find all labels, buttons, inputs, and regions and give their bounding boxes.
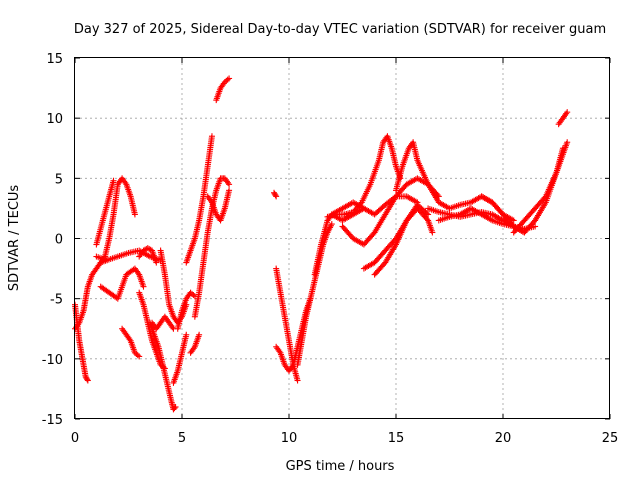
data-series (371, 201, 432, 278)
data-series (97, 265, 147, 302)
data-point (110, 177, 117, 184)
y-tick-label: 5 (55, 172, 63, 187)
data-series (271, 189, 280, 200)
data-series (136, 245, 160, 266)
data-point (172, 403, 179, 410)
data-series (93, 177, 117, 248)
data-point (429, 229, 436, 236)
x-tick-label: 15 (388, 431, 405, 446)
data-points (72, 75, 571, 413)
axis-ticks: 0 5 10 15 20 25 -15 -10 -5 0 5 10 15 (42, 52, 619, 446)
data-point (153, 259, 160, 266)
data-point (208, 133, 215, 140)
data-series (183, 133, 215, 266)
data-point (226, 181, 233, 188)
x-tick-label: 5 (178, 431, 186, 446)
data-series (510, 139, 571, 236)
data-point (226, 75, 233, 82)
x-tick-label: 20 (495, 431, 512, 446)
data-series (328, 193, 421, 218)
data-point (224, 76, 231, 83)
y-tick-label: -10 (42, 353, 63, 368)
y-axis-label: SDTVAR / TECUs (7, 185, 22, 292)
data-point (134, 352, 141, 359)
data-point (84, 377, 91, 384)
data-series (149, 313, 177, 332)
data-point (294, 377, 301, 384)
data-point (564, 109, 571, 116)
y-tick-label: 15 (46, 52, 63, 67)
data-series (204, 187, 233, 224)
data-series (294, 221, 335, 368)
y-tick-label: 10 (46, 112, 63, 127)
data-point (510, 217, 517, 224)
data-series (191, 175, 233, 320)
data-series (339, 175, 432, 248)
data-series (187, 331, 203, 356)
data-point (131, 211, 138, 218)
plot-frame (74, 57, 610, 419)
data-series (555, 109, 571, 128)
data-series (213, 75, 233, 104)
data-point (196, 331, 203, 338)
y-tick-label: -5 (50, 293, 63, 308)
data-point (273, 193, 280, 200)
data-series (174, 289, 198, 332)
data-point (423, 210, 430, 217)
x-tick-label: 0 (71, 431, 79, 446)
data-point (425, 211, 432, 218)
data-point (272, 192, 279, 199)
data-point (414, 199, 421, 206)
data-series (170, 331, 190, 386)
data-series (119, 325, 143, 360)
data-point (183, 331, 190, 338)
x-tick-label: 25 (602, 431, 619, 446)
data-point (423, 216, 430, 223)
data-point (190, 292, 197, 299)
data-point (564, 139, 571, 146)
data-series (72, 301, 91, 384)
x-axis-label: GPS time / hours (286, 459, 395, 474)
data-point (84, 376, 91, 383)
grid (75, 58, 610, 419)
data-point (136, 353, 143, 360)
y-tick-label: 0 (55, 233, 63, 248)
x-tick-label: 10 (281, 431, 298, 446)
data-point (171, 405, 178, 412)
chart-title: Day 327 of 2025, Sidereal Day-to-day VTE… (74, 22, 606, 37)
data-point (328, 221, 335, 228)
data-series (146, 319, 179, 413)
data-point (541, 194, 548, 201)
y-tick-label: -15 (42, 413, 63, 428)
data-point (226, 187, 233, 194)
data-point (532, 223, 539, 230)
data-point (140, 283, 147, 290)
